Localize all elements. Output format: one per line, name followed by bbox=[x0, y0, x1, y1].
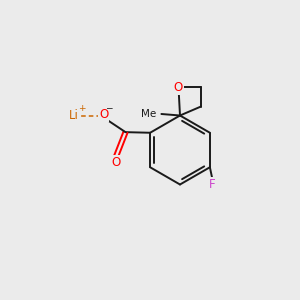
Text: F: F bbox=[209, 178, 216, 191]
Text: +: + bbox=[79, 104, 86, 112]
Text: O: O bbox=[111, 156, 121, 169]
Text: Me: Me bbox=[141, 109, 156, 119]
Text: −: − bbox=[105, 104, 112, 112]
Text: Li: Li bbox=[69, 110, 79, 122]
Text: O: O bbox=[99, 108, 109, 121]
Text: O: O bbox=[174, 81, 183, 94]
